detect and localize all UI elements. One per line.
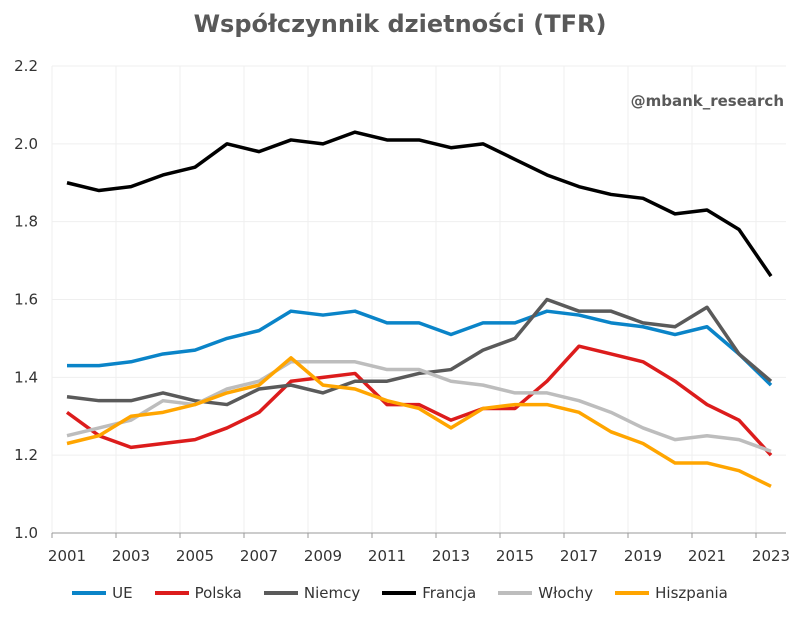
y-tick-label: 1.2 xyxy=(14,446,38,464)
series-line-ue xyxy=(67,309,773,387)
y-tick-label: 1.6 xyxy=(14,291,38,309)
x-tick-label: 2009 xyxy=(304,547,342,565)
watermark: @mbank_research xyxy=(630,92,784,110)
series-line-włochy xyxy=(66,360,772,453)
legend-label: Włochy xyxy=(538,584,594,602)
series-line-hiszpania xyxy=(66,356,772,488)
x-tick-label: 2015 xyxy=(496,547,534,565)
x-tick-label: 2017 xyxy=(560,547,598,565)
legend-label: Francja xyxy=(422,584,477,602)
legend-item: Francja xyxy=(382,584,476,602)
x-tick-label: 2001 xyxy=(48,547,86,565)
y-tick-label: 1.8 xyxy=(14,213,38,231)
series-line-francja xyxy=(66,130,773,278)
legend-item: Polska xyxy=(154,584,242,602)
x-tick-label: 2005 xyxy=(176,547,214,565)
chart-title: Współczynnik dzietności (TFR) xyxy=(193,10,607,38)
x-tick-label: 2007 xyxy=(240,547,278,565)
legend-label: UE xyxy=(112,584,133,602)
legend-label: Hiszpania xyxy=(655,584,728,602)
series-line-polska xyxy=(65,344,773,457)
legend-swatch xyxy=(72,591,107,595)
y-tick-label: 2.0 xyxy=(14,135,38,153)
y-tick-label: 1.4 xyxy=(14,368,38,386)
legend-label: Niemcy xyxy=(303,584,361,602)
x-tick-label: 2021 xyxy=(688,547,726,565)
x-tick-label: 2011 xyxy=(368,547,406,565)
x-tick-label: 2019 xyxy=(624,547,662,565)
legend-swatch xyxy=(615,591,650,595)
legend-swatch xyxy=(498,591,533,595)
legend-swatch xyxy=(382,591,417,595)
series-line-niemcy xyxy=(66,297,773,407)
legend-item: Hiszpania xyxy=(615,584,728,602)
y-tick-label: 2.2 xyxy=(14,57,38,75)
legend-item: Włochy xyxy=(498,584,593,602)
y-tick-label: 1.0 xyxy=(14,524,38,542)
legend: UE Polska Niemcy Francja Włochy Hiszpania xyxy=(0,584,800,602)
legend-swatch xyxy=(263,591,298,595)
legend-swatch xyxy=(154,591,189,595)
x-tick-label: 2003 xyxy=(112,547,150,565)
legend-label: Polska xyxy=(194,584,242,602)
legend-item: Niemcy xyxy=(263,584,361,602)
x-tick-label: 2013 xyxy=(432,547,470,565)
x-tick-label: 2023 xyxy=(752,547,790,565)
legend-item: UE xyxy=(72,584,133,602)
